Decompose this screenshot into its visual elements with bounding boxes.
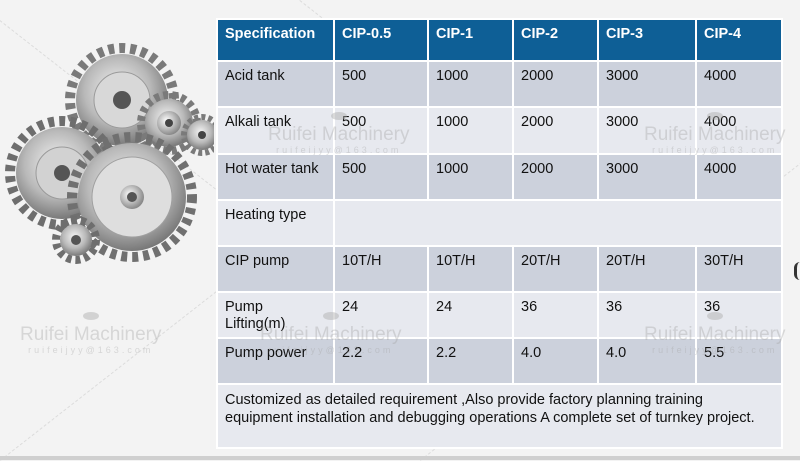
header-cell: Specification (216, 18, 335, 62)
table-cell: 4000 (695, 60, 783, 108)
table-cell: 36 (512, 291, 599, 339)
table-cell: 30T/H (695, 245, 783, 293)
header-cell: CIP-4 (695, 18, 783, 62)
table-cell: 500 (333, 153, 429, 201)
table-cell: 2000 (512, 60, 599, 108)
row-label: Alkali tank (216, 106, 335, 155)
edge-handle (794, 262, 800, 280)
table-cell: 10T/H (427, 245, 514, 293)
row-label: Heating type (216, 199, 335, 247)
table-cell: 1000 (427, 153, 514, 201)
header-cell: CIP-1 (427, 18, 514, 62)
table-cell: 3000 (597, 60, 697, 108)
row-label: Pump power (216, 337, 335, 385)
table-cell: 4.0 (512, 337, 599, 385)
bottom-border (0, 456, 800, 460)
table-row: Pump Lifting(m) 24 24 36 36 36 (216, 291, 783, 339)
table-cell: 36 (597, 291, 697, 339)
table-cell: 4.0 (597, 337, 697, 385)
table-row: Pump power 2.2 2.2 4.0 4.0 5.5 (216, 337, 783, 385)
table-row: Hot water tank 500 1000 2000 3000 4000 (216, 153, 783, 201)
table-cell: 3000 (597, 106, 697, 155)
customization-note: Customized as detailed requirement ,Also… (216, 383, 783, 449)
table-cell: 10T/H (333, 245, 429, 293)
note-row: Customized as detailed requirement ,Also… (216, 383, 783, 449)
row-label: Acid tank (216, 60, 335, 108)
watermark-brand: Ruifei Machinery (20, 324, 162, 345)
specification-table: Specification CIP-0.5 CIP-1 CIP-2 CIP-3 … (216, 18, 783, 449)
table-cell: 4000 (695, 106, 783, 155)
table-row: Acid tank 500 1000 2000 3000 4000 (216, 60, 783, 108)
table-cell: 24 (333, 291, 429, 339)
table-cell: 36 (695, 291, 783, 339)
watermark-logo-icon (82, 312, 99, 320)
header-cell: CIP-2 (512, 18, 599, 62)
table-cell: 2000 (512, 153, 599, 201)
table-cell: 2000 (512, 106, 599, 155)
header-cell: CIP-0.5 (333, 18, 429, 62)
table-row: CIP pump 10T/H 10T/H 20T/H 20T/H 30T/H (216, 245, 783, 293)
table-cell (333, 199, 783, 247)
watermark: Ruifei Machinery ruifeijyy@163.com (20, 312, 162, 355)
table-row: Alkali tank 500 1000 2000 3000 4000 (216, 106, 783, 155)
gears-icon (5, 43, 214, 264)
header-cell: CIP-3 (597, 18, 697, 62)
table-header-row: Specification CIP-0.5 CIP-1 CIP-2 CIP-3 … (216, 18, 783, 62)
row-label: CIP pump (216, 245, 335, 293)
table-cell: 3000 (597, 153, 697, 201)
table-cell: 4000 (695, 153, 783, 201)
table-row: Heating type (216, 199, 783, 247)
table-cell: 2.2 (427, 337, 514, 385)
table-cell: 500 (333, 106, 429, 155)
table-cell: 1000 (427, 60, 514, 108)
table-cell: 24 (427, 291, 514, 339)
table-cell: 1000 (427, 106, 514, 155)
table-cell: 5.5 (695, 337, 783, 385)
table-cell: 20T/H (512, 245, 599, 293)
table-cell: 20T/H (597, 245, 697, 293)
table-cell: 2.2 (333, 337, 429, 385)
row-label: Pump Lifting(m) (216, 291, 335, 339)
row-label: Hot water tank (216, 153, 335, 201)
table-cell: 500 (333, 60, 429, 108)
